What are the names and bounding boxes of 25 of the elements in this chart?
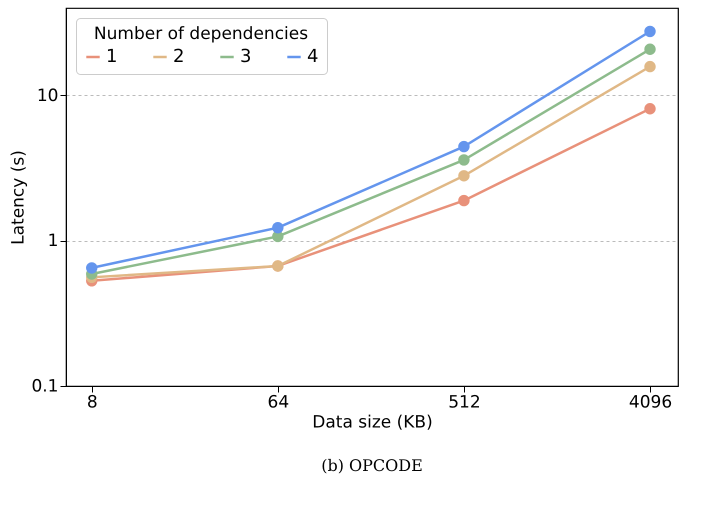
x-tick-label: 4096 <box>628 392 672 412</box>
y-tick-label: 1 <box>48 231 58 252</box>
point <box>458 154 470 166</box>
point <box>644 60 656 72</box>
point <box>458 140 470 152</box>
point <box>272 222 284 234</box>
point <box>458 170 470 182</box>
point <box>458 194 470 206</box>
x-axis-title: Data size (KB) <box>312 412 433 432</box>
point <box>644 44 656 55</box>
y-tick-label: 10 <box>36 86 58 106</box>
point <box>86 262 98 274</box>
point <box>644 26 656 38</box>
x-tick-label: 8 <box>86 392 98 412</box>
text: (b) OPCODE <box>321 456 423 475</box>
legend-label: 3 <box>240 46 252 67</box>
y-tick-label: 0.1 <box>31 376 58 396</box>
legend-title: Number of dependencies <box>94 24 308 44</box>
x-tick-label: 64 <box>268 392 290 412</box>
legend-label: 2 <box>173 46 184 67</box>
point <box>644 103 656 114</box>
x-tick-label: 512 <box>448 392 481 412</box>
legend-label: 1 <box>106 46 118 67</box>
y-axis-title: Latency (s) <box>8 150 28 245</box>
legend-label: 4 <box>307 46 318 67</box>
